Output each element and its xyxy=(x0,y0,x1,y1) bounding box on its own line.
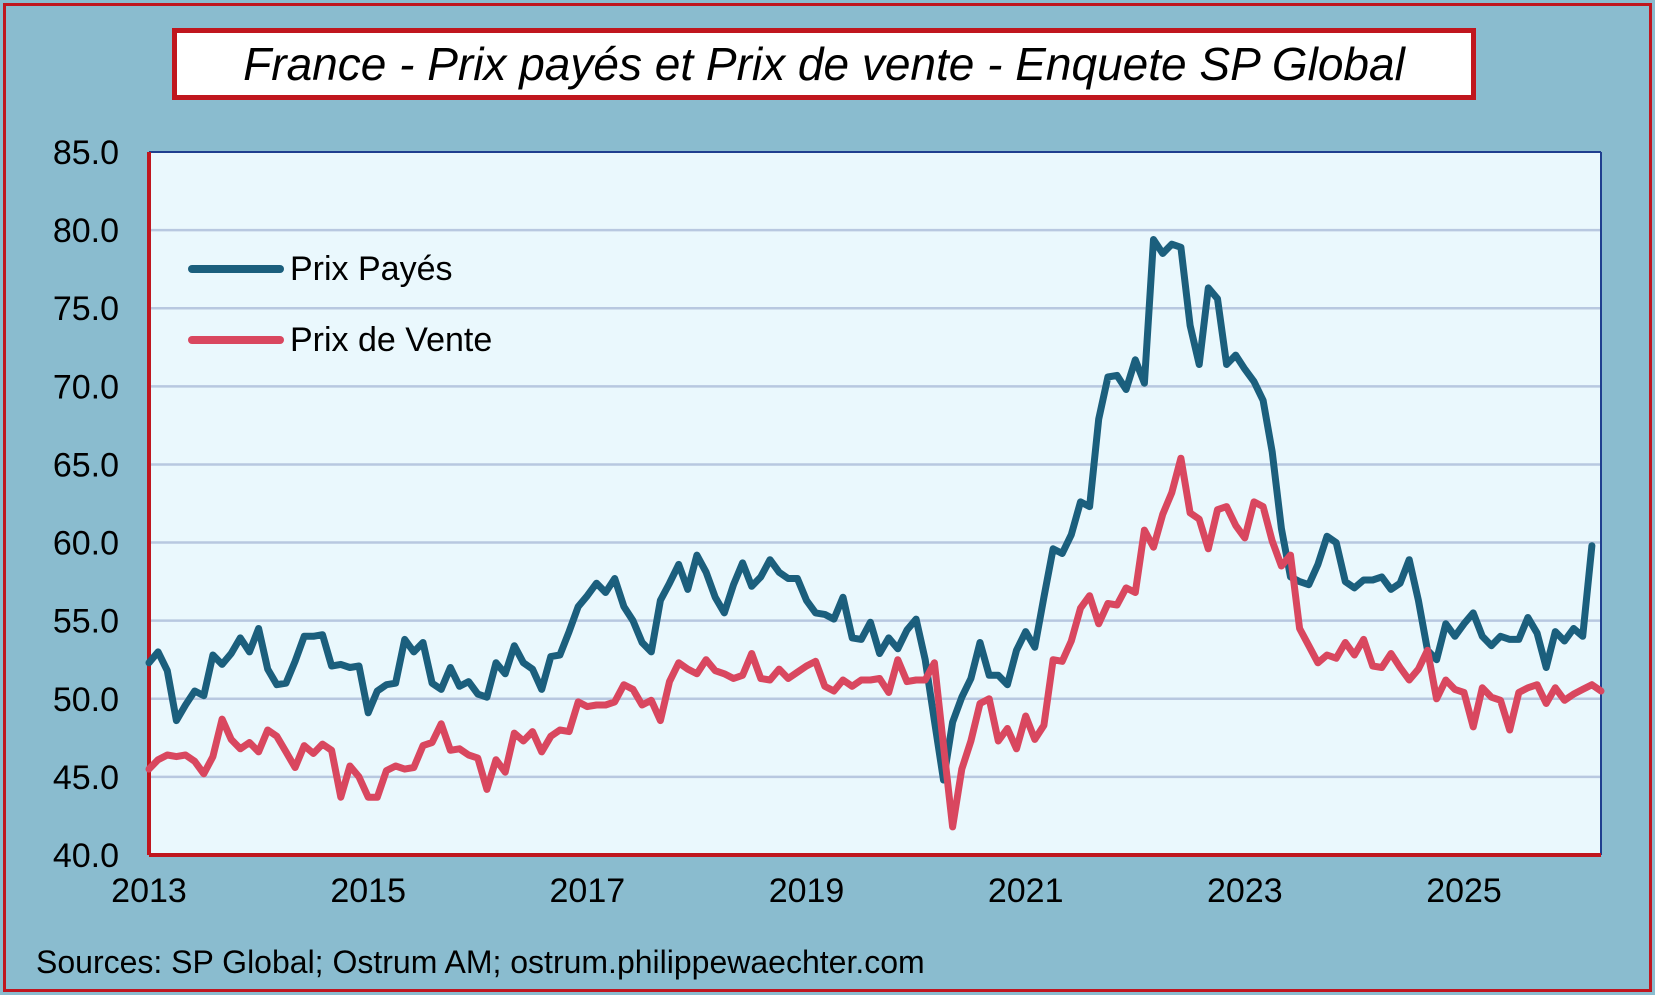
x-tick-label: 2017 xyxy=(550,872,626,910)
y-axis-ticks: 40.0 45.0 50.0 55.0 60.0 65.0 70.0 75.0 80.0 85.0 xyxy=(53,134,119,875)
source-note: Sources: SP Global; Ostrum AM; ostrum.ph… xyxy=(36,944,925,980)
y-tick-label: 55.0 xyxy=(53,603,119,641)
x-tick-label: 2023 xyxy=(1207,872,1283,910)
y-tick-label: 65.0 xyxy=(53,446,119,484)
series-line-prix-de-vente xyxy=(145,454,1605,831)
legend-label-prix-de-vente: Prix de Vente xyxy=(290,321,492,359)
x-tick-label: 2015 xyxy=(330,872,406,910)
y-tick-label: 50.0 xyxy=(53,681,119,719)
y-tick-label: 75.0 xyxy=(53,290,119,328)
y-tick-label: 45.0 xyxy=(53,759,119,797)
series-lines xyxy=(145,236,1605,831)
x-tick-label: 2025 xyxy=(1426,872,1502,910)
series-line-prix-pay-s xyxy=(145,236,1596,784)
x-tick-label: 2021 xyxy=(988,872,1064,910)
y-tick-label: 40.0 xyxy=(53,837,119,875)
y-tick-label: 60.0 xyxy=(53,525,119,563)
plot-area xyxy=(149,152,1601,855)
x-tick-label: 2013 xyxy=(111,872,187,910)
x-axis-ticks: 2013 2015 2017 2019 2021 2023 2025 xyxy=(111,872,1502,910)
chart-title-box: France - Prix payés et Prix de vente - E… xyxy=(172,28,1476,100)
legend-label-prix-payes: Prix Payés xyxy=(290,250,453,288)
chart-title: France - Prix payés et Prix de vente - E… xyxy=(243,38,1405,90)
legend: Prix Payés Prix de Vente xyxy=(188,250,492,359)
plot-border xyxy=(147,151,1602,857)
y-tick-label: 85.0 xyxy=(53,134,119,172)
horizontal-gridlines xyxy=(147,151,1602,857)
x-tick-label: 2019 xyxy=(769,872,845,910)
y-tick-label: 80.0 xyxy=(53,212,119,250)
y-tick-label: 70.0 xyxy=(53,368,119,406)
